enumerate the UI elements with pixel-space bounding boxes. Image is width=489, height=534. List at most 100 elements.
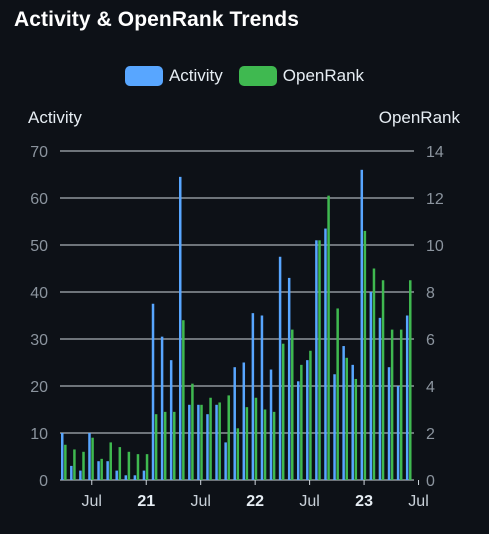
bar-activity-22: [260, 315, 264, 480]
bar-activity-17: [215, 404, 218, 480]
bar-openrank-30: [336, 308, 339, 480]
x-tick-label: Jul: [190, 493, 210, 510]
bar-activity-29: [324, 228, 327, 480]
y-right-tick-label: 10: [426, 238, 444, 255]
x-tick-label: Jul: [299, 493, 319, 510]
bar-activity-21: [251, 313, 255, 480]
bar-openrank-24: [281, 343, 285, 480]
chart-title: Activity & OpenRank Trends: [14, 8, 300, 31]
x-tick-label: 22: [246, 493, 264, 510]
bar-activity-3: [88, 433, 91, 480]
bar-openrank-23: [272, 411, 276, 480]
bar-openrank-4: [100, 458, 103, 480]
bar-openrank-15: [200, 404, 203, 480]
legend-swatch-activity: [124, 66, 163, 86]
bar-activity-9: [142, 470, 146, 480]
bar-openrank-25: [291, 329, 294, 480]
legend-item-openrank[interactable]: OpenRank: [238, 66, 365, 86]
bar-activity-12: [169, 360, 173, 480]
bar-activity-1: [70, 465, 73, 480]
y-right-tick-label: 2: [426, 426, 435, 443]
bar-openrank-38: [409, 280, 412, 480]
bar-openrank-22: [263, 409, 267, 480]
bar-openrank-10: [154, 414, 158, 480]
y-left-tick-label: 10: [30, 426, 48, 443]
bar-openrank-7: [127, 451, 131, 480]
x-tick-label: Jul: [82, 493, 102, 510]
legend-item-activity[interactable]: Activity: [124, 66, 223, 86]
bar-activity-8: [133, 475, 137, 480]
y-axis-right-title: OpenRank: [378, 108, 460, 127]
bar-activity-31: [342, 346, 345, 480]
bar-openrank-0: [64, 444, 67, 480]
bar-openrank-33: [363, 230, 367, 480]
bar-activity-27: [306, 360, 309, 480]
bar-activity-36: [387, 367, 391, 480]
y-axis-left-title: Activity: [28, 108, 82, 127]
y-left-tick-label: 60: [30, 191, 48, 208]
bar-openrank-36: [390, 329, 394, 480]
bar-activity-2: [79, 470, 82, 480]
bar-openrank-32: [354, 378, 358, 480]
bar-openrank-21: [254, 397, 258, 480]
chart-legend: Activity OpenRank: [0, 66, 489, 86]
y-left-tick-label: 30: [30, 332, 48, 349]
bar-openrank-6: [118, 447, 122, 480]
bar-activity-24: [278, 256, 282, 480]
y-right-tick-label: 12: [426, 191, 444, 208]
bar-activity-4: [97, 461, 100, 480]
bar-activity-6: [115, 470, 118, 480]
bar-openrank-34: [372, 268, 376, 480]
bar-activity-10: [151, 303, 155, 480]
bar-openrank-26: [300, 364, 303, 480]
y-left-tick-label: 70: [30, 144, 48, 161]
bar-openrank-13: [182, 320, 185, 480]
bar-openrank-14: [191, 383, 194, 480]
bar-activity-38: [405, 315, 409, 480]
legend-label-openrank: OpenRank: [282, 66, 365, 85]
bar-activity-30: [333, 374, 336, 480]
bar-openrank-27: [309, 350, 312, 480]
bar-activity-37: [396, 386, 400, 480]
bar-activity-16: [206, 414, 209, 480]
legend-swatch-openrank: [238, 66, 277, 86]
bar-openrank-12: [173, 411, 176, 480]
y-right-tick-label: 14: [426, 144, 444, 161]
y-left-tick-label: 40: [30, 285, 48, 302]
bar-activity-5: [106, 461, 109, 480]
legend-label-activity: Activity: [168, 66, 223, 85]
bar-activity-28: [315, 240, 318, 480]
bar-activity-14: [188, 404, 191, 480]
bar-openrank-1: [73, 449, 76, 480]
bar-openrank-20: [245, 407, 249, 480]
bar-openrank-31: [345, 357, 348, 480]
bar-openrank-16: [209, 397, 212, 480]
bar-activity-25: [287, 277, 291, 480]
bar-activity-23: [269, 369, 273, 480]
y-left-tick-label: 20: [30, 379, 48, 396]
bar-openrank-17: [218, 402, 221, 480]
bar-openrank-2: [82, 451, 85, 480]
bar-activity-18: [224, 442, 227, 480]
bar-activity-35: [378, 317, 382, 480]
bar-openrank-5: [109, 442, 112, 480]
bar-activity-19: [233, 367, 236, 480]
bar-openrank-8: [136, 454, 140, 480]
y-right-tick-label: 0: [426, 473, 435, 490]
bar-activity-7: [124, 475, 128, 480]
bar-activity-34: [369, 292, 373, 480]
bar-activity-11: [160, 336, 164, 480]
bar-openrank-28: [318, 240, 321, 480]
bar-openrank-11: [163, 411, 167, 480]
y-right-tick-label: 6: [426, 332, 435, 349]
x-tick-label: 23: [355, 493, 373, 510]
bar-openrank-37: [399, 329, 403, 480]
x-tick-label: Jul: [408, 493, 428, 510]
bar-openrank-19: [236, 428, 240, 480]
bar-openrank-29: [327, 195, 330, 480]
bar-activity-0: [61, 433, 64, 480]
y-right-tick-label: 8: [426, 285, 435, 302]
y-left-tick-label: 0: [39, 473, 48, 490]
